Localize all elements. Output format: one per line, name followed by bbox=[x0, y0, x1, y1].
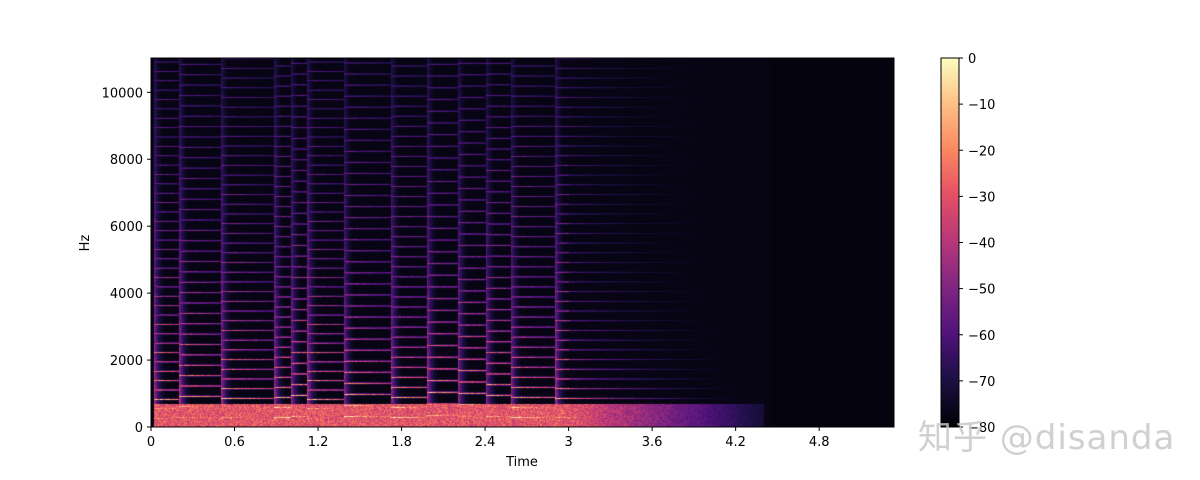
x-tick-label: 3.6 bbox=[642, 435, 663, 450]
plot-frame bbox=[150, 57, 895, 428]
y-tick-label: 0 bbox=[135, 421, 143, 436]
x-tick-label: 0.6 bbox=[224, 435, 245, 450]
colorbar-ticks: 0 −10 −20 −30 −40 −50 −60 −70 −80 bbox=[959, 52, 995, 436]
y-axis-label: Hz bbox=[78, 235, 93, 252]
x-axis: 0 0.6 1.2 1.8 2.4 3 3.6 4.2 4.8 bbox=[147, 427, 830, 450]
y-axis: 0 2000 4000 6000 8000 10000 bbox=[102, 86, 151, 436]
colorbar-tick-label: −50 bbox=[968, 283, 995, 298]
x-tick-label: 4.2 bbox=[725, 435, 746, 450]
colorbar-tick-label: 0 bbox=[968, 52, 976, 67]
y-tick-label: 6000 bbox=[110, 220, 143, 235]
y-tick-label: 2000 bbox=[110, 354, 143, 369]
colorbar-tick-label: −70 bbox=[968, 375, 995, 390]
colorbar-tick-label: −20 bbox=[968, 144, 995, 159]
colorbar-tick-label: −60 bbox=[968, 329, 995, 344]
x-tick-label: 1.2 bbox=[308, 435, 329, 450]
x-tick-label: 4.8 bbox=[809, 435, 830, 450]
colorbar-tick-label: −80 bbox=[968, 421, 995, 436]
x-tick-label: 2.4 bbox=[475, 435, 496, 450]
x-tick-label: 0 bbox=[147, 435, 155, 450]
y-tick-label: 8000 bbox=[110, 153, 143, 168]
colorbar-tick-label: −10 bbox=[968, 98, 995, 113]
colorbar-gradient bbox=[941, 58, 959, 427]
x-axis-label: Time bbox=[505, 455, 538, 470]
y-tick-label: 10000 bbox=[102, 86, 143, 101]
y-tick-label: 4000 bbox=[110, 287, 143, 302]
colorbar: 0 −10 −20 −30 −40 −50 −60 −70 −80 bbox=[940, 52, 995, 436]
spectrogram-image bbox=[151, 58, 894, 427]
watermark: 知乎 @disanda bbox=[918, 418, 1176, 458]
colorbar-tick-label: −30 bbox=[968, 190, 995, 205]
plot-area bbox=[150, 57, 895, 428]
x-tick-label: 3 bbox=[564, 435, 572, 450]
x-tick-label: 1.8 bbox=[391, 435, 412, 450]
colorbar-tick-label: −40 bbox=[968, 237, 995, 252]
